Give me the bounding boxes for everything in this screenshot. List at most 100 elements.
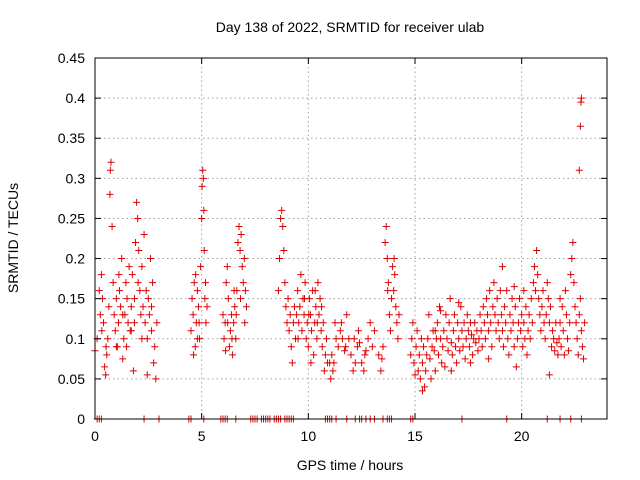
data-point	[354, 327, 362, 335]
data-point	[491, 311, 499, 319]
data-point	[556, 295, 564, 303]
data-point	[439, 343, 447, 351]
data-point	[420, 343, 428, 351]
data-point	[286, 311, 294, 319]
data-point	[239, 279, 247, 287]
data-point	[431, 327, 439, 335]
data-point	[516, 295, 524, 303]
data-point	[478, 343, 486, 351]
data-point	[127, 303, 135, 311]
data-point	[413, 327, 421, 335]
data-point	[500, 343, 508, 351]
data-point	[236, 295, 244, 303]
data-point	[489, 303, 497, 311]
data-point	[356, 339, 364, 347]
data-point	[469, 351, 477, 359]
data-point	[110, 311, 118, 319]
data-point	[503, 287, 511, 295]
data-point	[308, 327, 316, 335]
data-point	[100, 319, 108, 327]
data-point	[456, 347, 464, 355]
data-point	[144, 295, 152, 303]
data-point	[190, 351, 198, 359]
data-point	[362, 347, 370, 355]
data-point	[453, 359, 461, 367]
data-point	[117, 303, 125, 311]
data-point	[104, 335, 112, 343]
data-point	[235, 222, 243, 230]
y-tick-label: 0.1	[66, 331, 86, 347]
data-point	[133, 198, 141, 206]
data-point	[488, 343, 496, 351]
data-point	[443, 335, 451, 343]
data-point	[390, 255, 398, 263]
data-point	[321, 351, 329, 359]
data-point	[109, 279, 117, 287]
data-point	[125, 263, 133, 271]
data-point	[115, 271, 123, 279]
x-tick-label: 20	[514, 428, 530, 444]
data-point	[274, 287, 282, 295]
data-point	[558, 303, 566, 311]
data-point	[236, 247, 244, 255]
data-point	[379, 343, 387, 351]
data-point	[293, 311, 301, 319]
data-point	[410, 359, 418, 367]
data-point	[462, 335, 470, 343]
data-point	[422, 367, 430, 375]
data-point	[122, 279, 130, 287]
data-point	[522, 303, 530, 311]
data-point	[477, 327, 485, 335]
data-point	[343, 311, 351, 319]
data-point	[524, 327, 532, 335]
data-point	[231, 303, 239, 311]
y-tick-label: 0.25	[58, 210, 85, 226]
data-point	[143, 371, 151, 379]
data-point	[226, 327, 234, 335]
data-point	[465, 343, 473, 351]
data-point	[510, 283, 518, 291]
data-point	[566, 319, 574, 327]
data-point	[198, 214, 206, 222]
data-point	[508, 295, 516, 303]
data-point	[317, 327, 325, 335]
data-point	[278, 206, 286, 214]
data-point	[153, 319, 161, 327]
data-point	[460, 319, 468, 327]
data-point	[307, 359, 315, 367]
data-point	[350, 335, 358, 343]
data-point	[447, 339, 455, 347]
data-point	[124, 319, 132, 327]
data-point	[468, 331, 476, 339]
data-point	[510, 343, 518, 351]
data-point	[414, 367, 422, 375]
data-point	[565, 347, 573, 355]
data-point	[375, 351, 383, 359]
data-point	[475, 335, 483, 343]
data-point	[199, 166, 207, 174]
data-point	[190, 279, 198, 287]
data-point	[445, 319, 453, 327]
data-point	[119, 311, 127, 319]
data-point	[368, 343, 376, 351]
data-point	[427, 375, 435, 383]
data-point	[436, 303, 444, 311]
data-point	[138, 263, 146, 271]
data-point	[457, 303, 465, 311]
data-point	[474, 347, 482, 355]
data-point	[240, 255, 248, 263]
data-point	[556, 319, 564, 327]
data-point	[320, 367, 328, 375]
data-point	[277, 214, 285, 222]
data-point	[525, 311, 533, 319]
data-point	[542, 311, 550, 319]
data-point	[327, 375, 335, 383]
data-point	[408, 335, 416, 343]
data-point	[384, 279, 392, 287]
data-point	[358, 359, 366, 367]
data-point	[559, 327, 567, 335]
data-point	[553, 339, 561, 347]
data-point	[449, 327, 457, 335]
data-point	[142, 287, 150, 295]
data-point	[568, 255, 576, 263]
